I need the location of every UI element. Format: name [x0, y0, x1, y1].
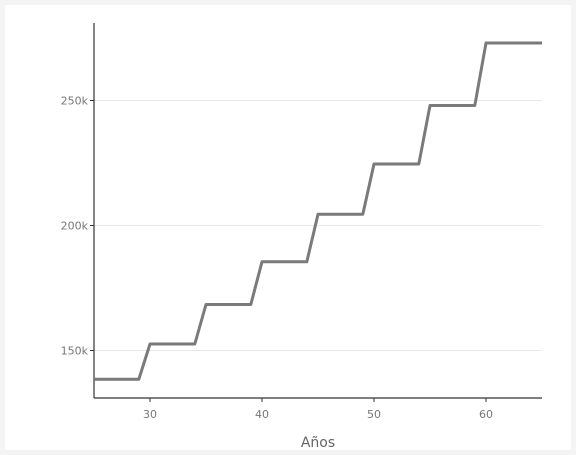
x-tick-label: 30 — [143, 408, 157, 421]
series-line — [94, 41, 542, 381]
x-tick-labels: 30 40 50 60 — [143, 398, 493, 421]
chart-card: 150k 200k 250k 30 40 50 60 Años — [5, 5, 571, 450]
y-tick-label: 250k — [61, 95, 89, 108]
x-tick-label: 40 — [255, 408, 269, 421]
gridlines — [94, 100, 542, 351]
salary-step-chart: 150k 200k 250k 30 40 50 60 Años — [61, 23, 542, 450]
y-tick-label: 150k — [61, 345, 89, 358]
y-tick-labels: 150k 200k 250k — [61, 95, 94, 358]
y-tick-label: 200k — [61, 220, 89, 233]
x-tick-label: 50 — [367, 408, 381, 421]
x-axis-title: Años — [301, 435, 335, 450]
x-tick-label: 60 — [479, 408, 493, 421]
